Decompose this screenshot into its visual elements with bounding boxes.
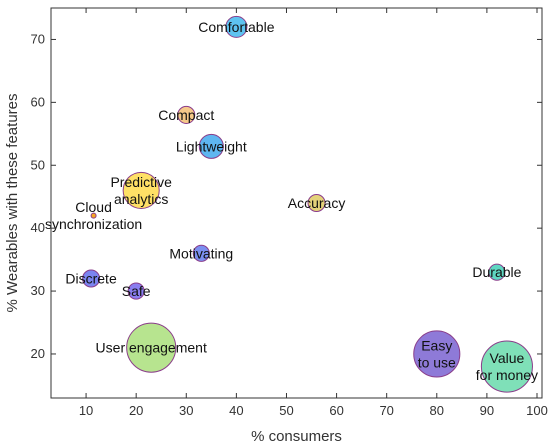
bubbles-layer bbox=[82, 15, 533, 393]
y-axis-ticks: 20 30 40 50 60 70 bbox=[31, 31, 542, 361]
y-tick-label: 40 bbox=[31, 220, 45, 235]
bubble-label-discrete: Discrete bbox=[65, 270, 117, 286]
bubble-compact bbox=[177, 105, 196, 124]
y-tick-label: 50 bbox=[31, 157, 45, 172]
y-tick-label: 30 bbox=[31, 283, 45, 298]
bubble-durable bbox=[488, 263, 506, 281]
bubble-label-user-engagement: User engagement bbox=[96, 340, 207, 356]
bubble-comfortable bbox=[225, 15, 248, 38]
y-axis-title: % Wearables with these features bbox=[4, 93, 21, 312]
y-tick-label: 20 bbox=[31, 346, 45, 361]
x-tick-label: 50 bbox=[279, 403, 293, 418]
bubble-label-motivating: Motivating bbox=[169, 245, 233, 261]
bubble-label-easy-to-use: Easy to use bbox=[418, 337, 456, 370]
bubble-safe bbox=[127, 282, 145, 300]
x-tick-label: 90 bbox=[480, 403, 494, 418]
bubble-label-value-for-money: Value for money bbox=[476, 350, 538, 383]
bubble-label-durable: Durable bbox=[472, 264, 521, 280]
bubble-label-predictive-analytics: Predictive analytics bbox=[110, 174, 172, 207]
x-tick-label: 40 bbox=[229, 403, 243, 418]
bubble-value-for-money bbox=[480, 340, 533, 393]
x-axis-ticks: 10 20 30 40 50 60 70 80 90 100 bbox=[79, 8, 548, 418]
x-axis-title: % consumers bbox=[251, 428, 342, 445]
plot-frame bbox=[50, 7, 543, 399]
bubble-label-safe: Safe bbox=[122, 283, 151, 299]
bubble-label-compact: Compact bbox=[158, 107, 214, 123]
bubble-labels-layer: Comfortable Compact Lightweight Predictive a… bbox=[45, 19, 538, 383]
x-tick-label: 70 bbox=[379, 403, 393, 418]
bubble-label-comfortable: Comfortable bbox=[198, 19, 274, 35]
x-tick-label: 20 bbox=[129, 403, 143, 418]
bubble-label-accuracy: Accuracy bbox=[288, 195, 346, 211]
y-tick-label: 60 bbox=[31, 94, 45, 109]
x-tick-label: 30 bbox=[179, 403, 193, 418]
bubble-lightweight bbox=[198, 133, 224, 159]
x-tick-label: 100 bbox=[526, 403, 548, 418]
bubble-label-cloud-synchronization: Cloud synchronization bbox=[45, 199, 142, 232]
x-tick-label: 80 bbox=[430, 403, 444, 418]
bubble-accuracy bbox=[307, 193, 326, 213]
x-tick-label: 10 bbox=[79, 403, 93, 418]
bubble-easy-to-use bbox=[413, 330, 461, 378]
bubble-user-engagement bbox=[126, 322, 177, 373]
bubble-predictive-analytics bbox=[122, 171, 160, 209]
bubble-motivating bbox=[192, 244, 210, 262]
x-tick-label: 60 bbox=[329, 403, 343, 418]
y-tick-label: 70 bbox=[31, 31, 45, 46]
bubble-label-lightweight: Lightweight bbox=[176, 138, 247, 154]
bubble-cloud-synchronization bbox=[90, 212, 97, 219]
bubble-discrete bbox=[82, 269, 101, 288]
